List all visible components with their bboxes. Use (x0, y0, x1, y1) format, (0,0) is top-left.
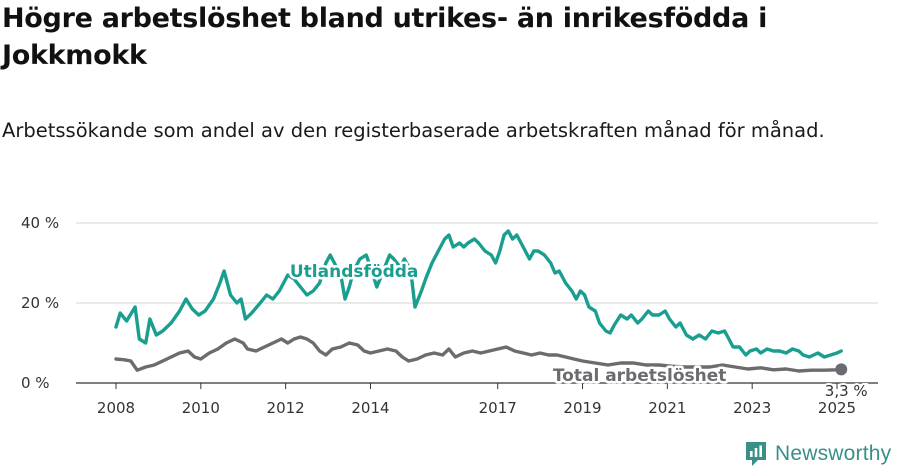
y-tick-label: 40 % (21, 214, 59, 232)
series-line-total (114, 335, 843, 373)
newsworthy-logo-icon (746, 442, 766, 466)
x-tick-label: 2021 (648, 399, 686, 417)
x-tick-label: 2010 (182, 399, 220, 417)
brand-name: Newsworthy (775, 442, 892, 465)
end-value-label: 3,3 % (825, 382, 868, 400)
x-tick-label: 2017 (479, 399, 517, 417)
x-tick-label: 2019 (563, 399, 601, 417)
end-point-marker (835, 363, 848, 376)
chart-subtitle: Arbetssökande som andel av den registerb… (2, 119, 825, 142)
x-tick-label: 2014 (351, 399, 389, 417)
series-label-utlandsfodda: Utlandsfödda (290, 262, 419, 282)
y-tick-label: 20 % (21, 294, 59, 312)
y-tick-label: 0 % (21, 374, 50, 392)
brand-logo[interactable]: Newsworthy (744, 441, 891, 467)
series-label-total: Total arbetslöshet (553, 366, 727, 386)
x-tick-label: 2025 (818, 399, 856, 417)
chart-title: Högre arbetslöshet bland utrikes- än inr… (2, 3, 768, 71)
x-tick-label: 2023 (733, 399, 771, 417)
x-tick-label: 2008 (97, 399, 135, 417)
x-tick-label: 2012 (267, 399, 305, 417)
series-line-utlandsfodda (114, 229, 843, 359)
